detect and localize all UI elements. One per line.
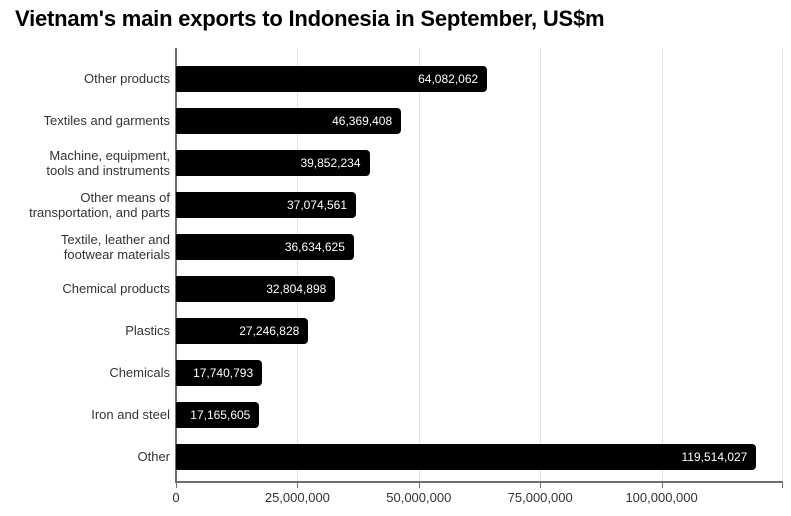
x-tick-label: 0 xyxy=(172,490,180,505)
y-axis-line xyxy=(175,48,177,483)
x-gridline xyxy=(661,48,663,483)
category-label: Iron and steel xyxy=(91,407,170,422)
x-axis-tick xyxy=(297,483,299,488)
bar: 36,634,625 xyxy=(176,233,354,260)
x-tick-label: 75,000,000 xyxy=(507,490,573,505)
bar-value-label: 64,082,062 xyxy=(418,71,479,86)
bar: 17,740,793 xyxy=(176,359,263,386)
bar: 64,082,062 xyxy=(176,65,488,92)
bar-value-label: 17,740,793 xyxy=(193,365,254,380)
plot-area: 64,082,062 46,369,408 39,852,234 37,074,561… xyxy=(175,48,783,483)
bar-value-label: 39,852,234 xyxy=(300,155,361,170)
x-axis-line xyxy=(175,481,783,483)
bar-value-label: 119,514,027 xyxy=(681,449,748,464)
bar-value-label: 27,246,828 xyxy=(239,323,300,338)
bar: 37,074,561 xyxy=(176,191,357,218)
x-tick-label: 50,000,000 xyxy=(386,490,452,505)
category-label: Machine, equipment, tools and instrument… xyxy=(46,147,170,178)
bar-value-label: 37,074,561 xyxy=(286,197,348,212)
bar-value-label: 32,804,898 xyxy=(266,281,327,296)
x-gridline xyxy=(540,48,542,483)
bar: 46,369,408 xyxy=(176,107,402,134)
category-label: Chemical products xyxy=(62,281,170,296)
category-label: Other products xyxy=(84,71,170,86)
x-gridline xyxy=(297,48,299,483)
x-axis-tick xyxy=(782,483,783,488)
bar-value-label: 36,634,625 xyxy=(284,239,345,254)
x-tick-label: 100,000,000 xyxy=(625,490,698,505)
category-label: Chemicals xyxy=(109,365,170,380)
x-axis-tick xyxy=(540,483,542,488)
bar: 27,246,828 xyxy=(176,317,309,344)
bar: 17,165,605 xyxy=(176,401,260,428)
x-tick-label: 25,000,000 xyxy=(264,490,330,505)
bar-value-label: 17,165,605 xyxy=(190,407,251,422)
bar: 39,852,234 xyxy=(176,149,370,176)
category-label: Textile, leather and footwear materials xyxy=(60,231,170,262)
x-gridline xyxy=(418,48,420,483)
category-label: Textiles and garments xyxy=(43,113,170,128)
bar-value-label: 46,369,408 xyxy=(332,113,393,128)
x-axis: 0 25,000,000 50,000,000 75,000,000 100,000,0… xyxy=(172,483,783,513)
x-axis-tick xyxy=(176,483,177,488)
x-axis-tick xyxy=(418,483,420,488)
category-label: Other xyxy=(137,449,170,464)
x-axis-tick xyxy=(661,483,663,488)
category-label: Plastics xyxy=(125,323,170,338)
chart-title: Vietnam's main exports to Indonesia in S… xyxy=(15,6,605,31)
category-label: Other means of transportation, and parts xyxy=(29,189,170,220)
bar: 119,514,027 xyxy=(176,443,757,470)
x-gridline xyxy=(782,48,783,483)
bar: 32,804,898 xyxy=(176,275,336,302)
